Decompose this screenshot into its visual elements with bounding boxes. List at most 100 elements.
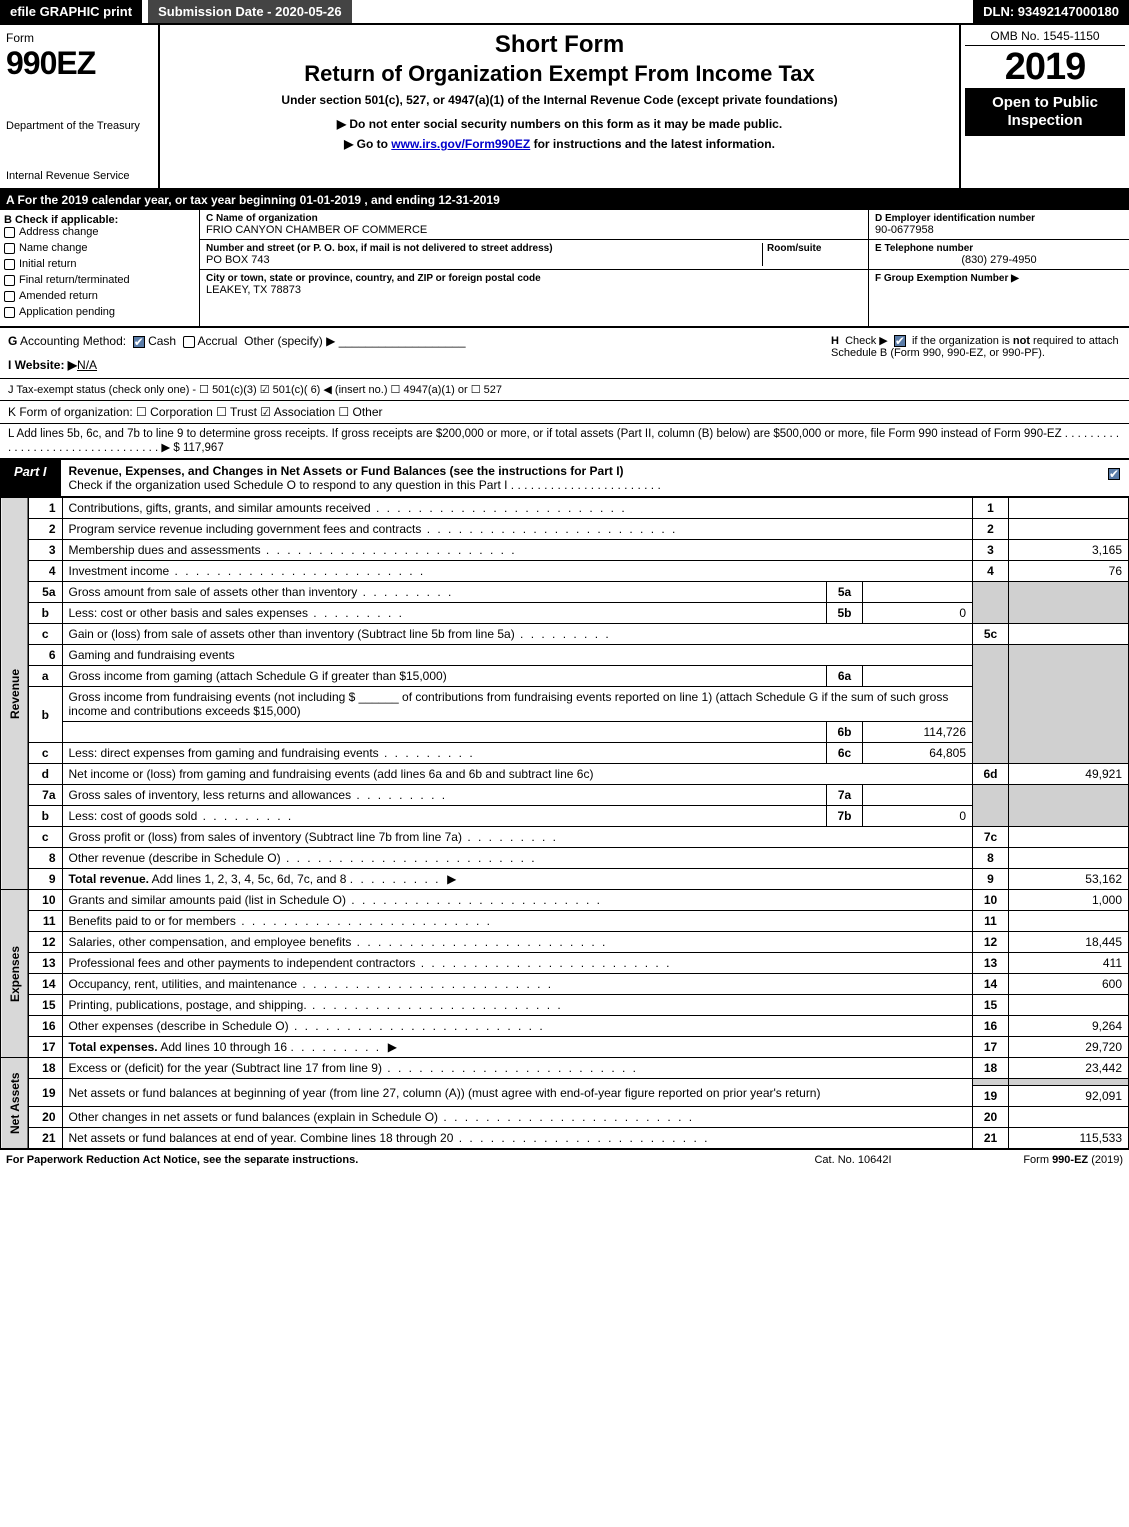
row-num: a [28, 666, 62, 687]
section-d: D Employer identification number 90-0677… [869, 210, 1129, 326]
line-l: L Add lines 5b, 6c, and 7b to line 9 to … [0, 424, 1129, 460]
phone-label: E Telephone number [875, 243, 1123, 254]
row-desc: Other changes in net assets or fund bala… [62, 1107, 973, 1128]
ein-value: 90-0677958 [875, 224, 1123, 236]
row-desc: Benefits paid to or for members [62, 911, 973, 932]
line-g-h: G Accounting Method: Cash Accrual Other … [0, 328, 1129, 379]
row-midval: 0 [863, 806, 973, 827]
row-mid: 6a [827, 666, 863, 687]
row-val-gray [1009, 582, 1129, 624]
row-num: 20 [28, 1107, 62, 1128]
room-label: Room/suite [767, 243, 862, 254]
row-midval: 114,726 [863, 722, 973, 743]
top-bar: efile GRAPHIC print Submission Date - 20… [0, 0, 1129, 25]
row-num: 5a [28, 582, 62, 603]
row-val: 49,921 [1009, 764, 1129, 785]
row-val: 1,000 [1009, 890, 1129, 911]
row-num: b [28, 603, 62, 624]
b-item: Initial return [19, 258, 76, 270]
checkbox-amended-return[interactable] [4, 291, 15, 302]
row-num: 2 [28, 519, 62, 540]
title-main: Return of Organization Exempt From Incom… [168, 61, 951, 87]
checkbox-cash[interactable] [133, 336, 145, 348]
row-lnbox-gray [973, 785, 1009, 827]
org-name-label: C Name of organization [206, 213, 862, 224]
row-num: 1 [28, 498, 62, 519]
part-i-header: Part I Revenue, Expenses, and Changes in… [0, 460, 1129, 497]
row-num: 9 [28, 869, 62, 890]
checkbox-final-return[interactable] [4, 275, 15, 286]
b-item: Amended return [19, 290, 98, 302]
part-i-subtitle: Check if the organization used Schedule … [69, 478, 1091, 492]
group-exemption-label: F Group Exemption Number ▶ [875, 273, 1123, 284]
form-header: Form 990EZ Department of the Treasury In… [0, 25, 1129, 190]
line-k: K Form of organization: ☐ Corporation ☐ … [0, 401, 1129, 424]
org-name: FRIO CANYON CHAMBER OF COMMERCE [206, 224, 862, 236]
row-num: c [28, 743, 62, 764]
row-desc: Gross income from fundraising events (no… [62, 687, 973, 722]
checkbox-application-pending[interactable] [4, 307, 15, 318]
tax-year: 2019 [965, 46, 1125, 88]
row-num: 14 [28, 974, 62, 995]
row-midval [863, 582, 973, 603]
checkbox-initial-return[interactable] [4, 259, 15, 270]
row-val: 600 [1009, 974, 1129, 995]
part-i-tab: Part I [0, 460, 61, 496]
row-val [1009, 498, 1129, 519]
checkbox-accrual[interactable] [183, 336, 195, 348]
row-val: 23,442 [1009, 1058, 1129, 1079]
checkbox-schedule-o[interactable] [1108, 468, 1120, 480]
row-midval [863, 666, 973, 687]
row-lnbox: 3 [973, 540, 1009, 561]
line-i: I Website: ▶N/A [8, 358, 821, 372]
part-i-title: Revenue, Expenses, and Changes in Net As… [69, 464, 1091, 478]
row-lnbox: 5c [973, 624, 1009, 645]
row-desc: Less: cost of goods sold [62, 806, 827, 827]
row-val [1009, 911, 1129, 932]
phone-value: (830) 279-4950 [875, 254, 1123, 266]
row-lnbox-gray [973, 1079, 1009, 1086]
row-val [1009, 624, 1129, 645]
row-num: c [28, 827, 62, 848]
row-lnbox: 9 [973, 869, 1009, 890]
row-val: 3,165 [1009, 540, 1129, 561]
row-num: 21 [28, 1128, 62, 1149]
row-lnbox: 2 [973, 519, 1009, 540]
row-num: b [28, 806, 62, 827]
row-val [1009, 1107, 1129, 1128]
row-num: 6 [28, 645, 62, 666]
row-num: 17 [28, 1037, 62, 1058]
checkbox-address-change[interactable] [4, 227, 15, 238]
side-net-assets: Net Assets [1, 1058, 29, 1149]
row-desc-cont [62, 722, 827, 743]
row-desc: Excess or (deficit) for the year (Subtra… [62, 1058, 973, 1079]
row-midval: 0 [863, 603, 973, 624]
row-desc: Net income or (loss) from gaming and fun… [62, 764, 973, 785]
dln-label: DLN: 93492147000180 [973, 0, 1129, 23]
efile-print-button[interactable]: efile GRAPHIC print [0, 0, 142, 23]
irs-label: Internal Revenue Service [6, 170, 152, 182]
b-item: Name change [19, 242, 88, 254]
row-mid: 5b [827, 603, 863, 624]
row-desc: Total expenses. Add lines 10 through 16 … [62, 1037, 973, 1058]
row-lnbox: 14 [973, 974, 1009, 995]
row-val-gray [1009, 785, 1129, 827]
line-g: G Accounting Method: Cash Accrual Other … [8, 334, 821, 348]
row-num: 16 [28, 1016, 62, 1037]
form-label: Form [6, 31, 152, 45]
checkbox-name-change[interactable] [4, 243, 15, 254]
row-mid: 5a [827, 582, 863, 603]
goto-prefix: ▶ Go to [344, 137, 391, 151]
row-num: 18 [28, 1058, 62, 1079]
row-lnbox: 21 [973, 1128, 1009, 1149]
paperwork-notice: For Paperwork Reduction Act Notice, see … [6, 1154, 763, 1166]
row-val: 411 [1009, 953, 1129, 974]
row-desc: Contributions, gifts, grants, and simila… [62, 498, 973, 519]
instructions-link[interactable]: www.irs.gov/Form990EZ [391, 137, 530, 151]
row-desc: Grants and similar amounts paid (list in… [62, 890, 973, 911]
city-value: LEAKEY, TX 78873 [206, 284, 862, 296]
part-i-table: Revenue 1 Contributions, gifts, grants, … [0, 497, 1129, 1149]
instructions-link-line: ▶ Go to www.irs.gov/Form990EZ for instru… [168, 137, 951, 151]
b-item: Final return/terminated [19, 274, 130, 286]
checkbox-schedule-b[interactable] [894, 335, 906, 347]
